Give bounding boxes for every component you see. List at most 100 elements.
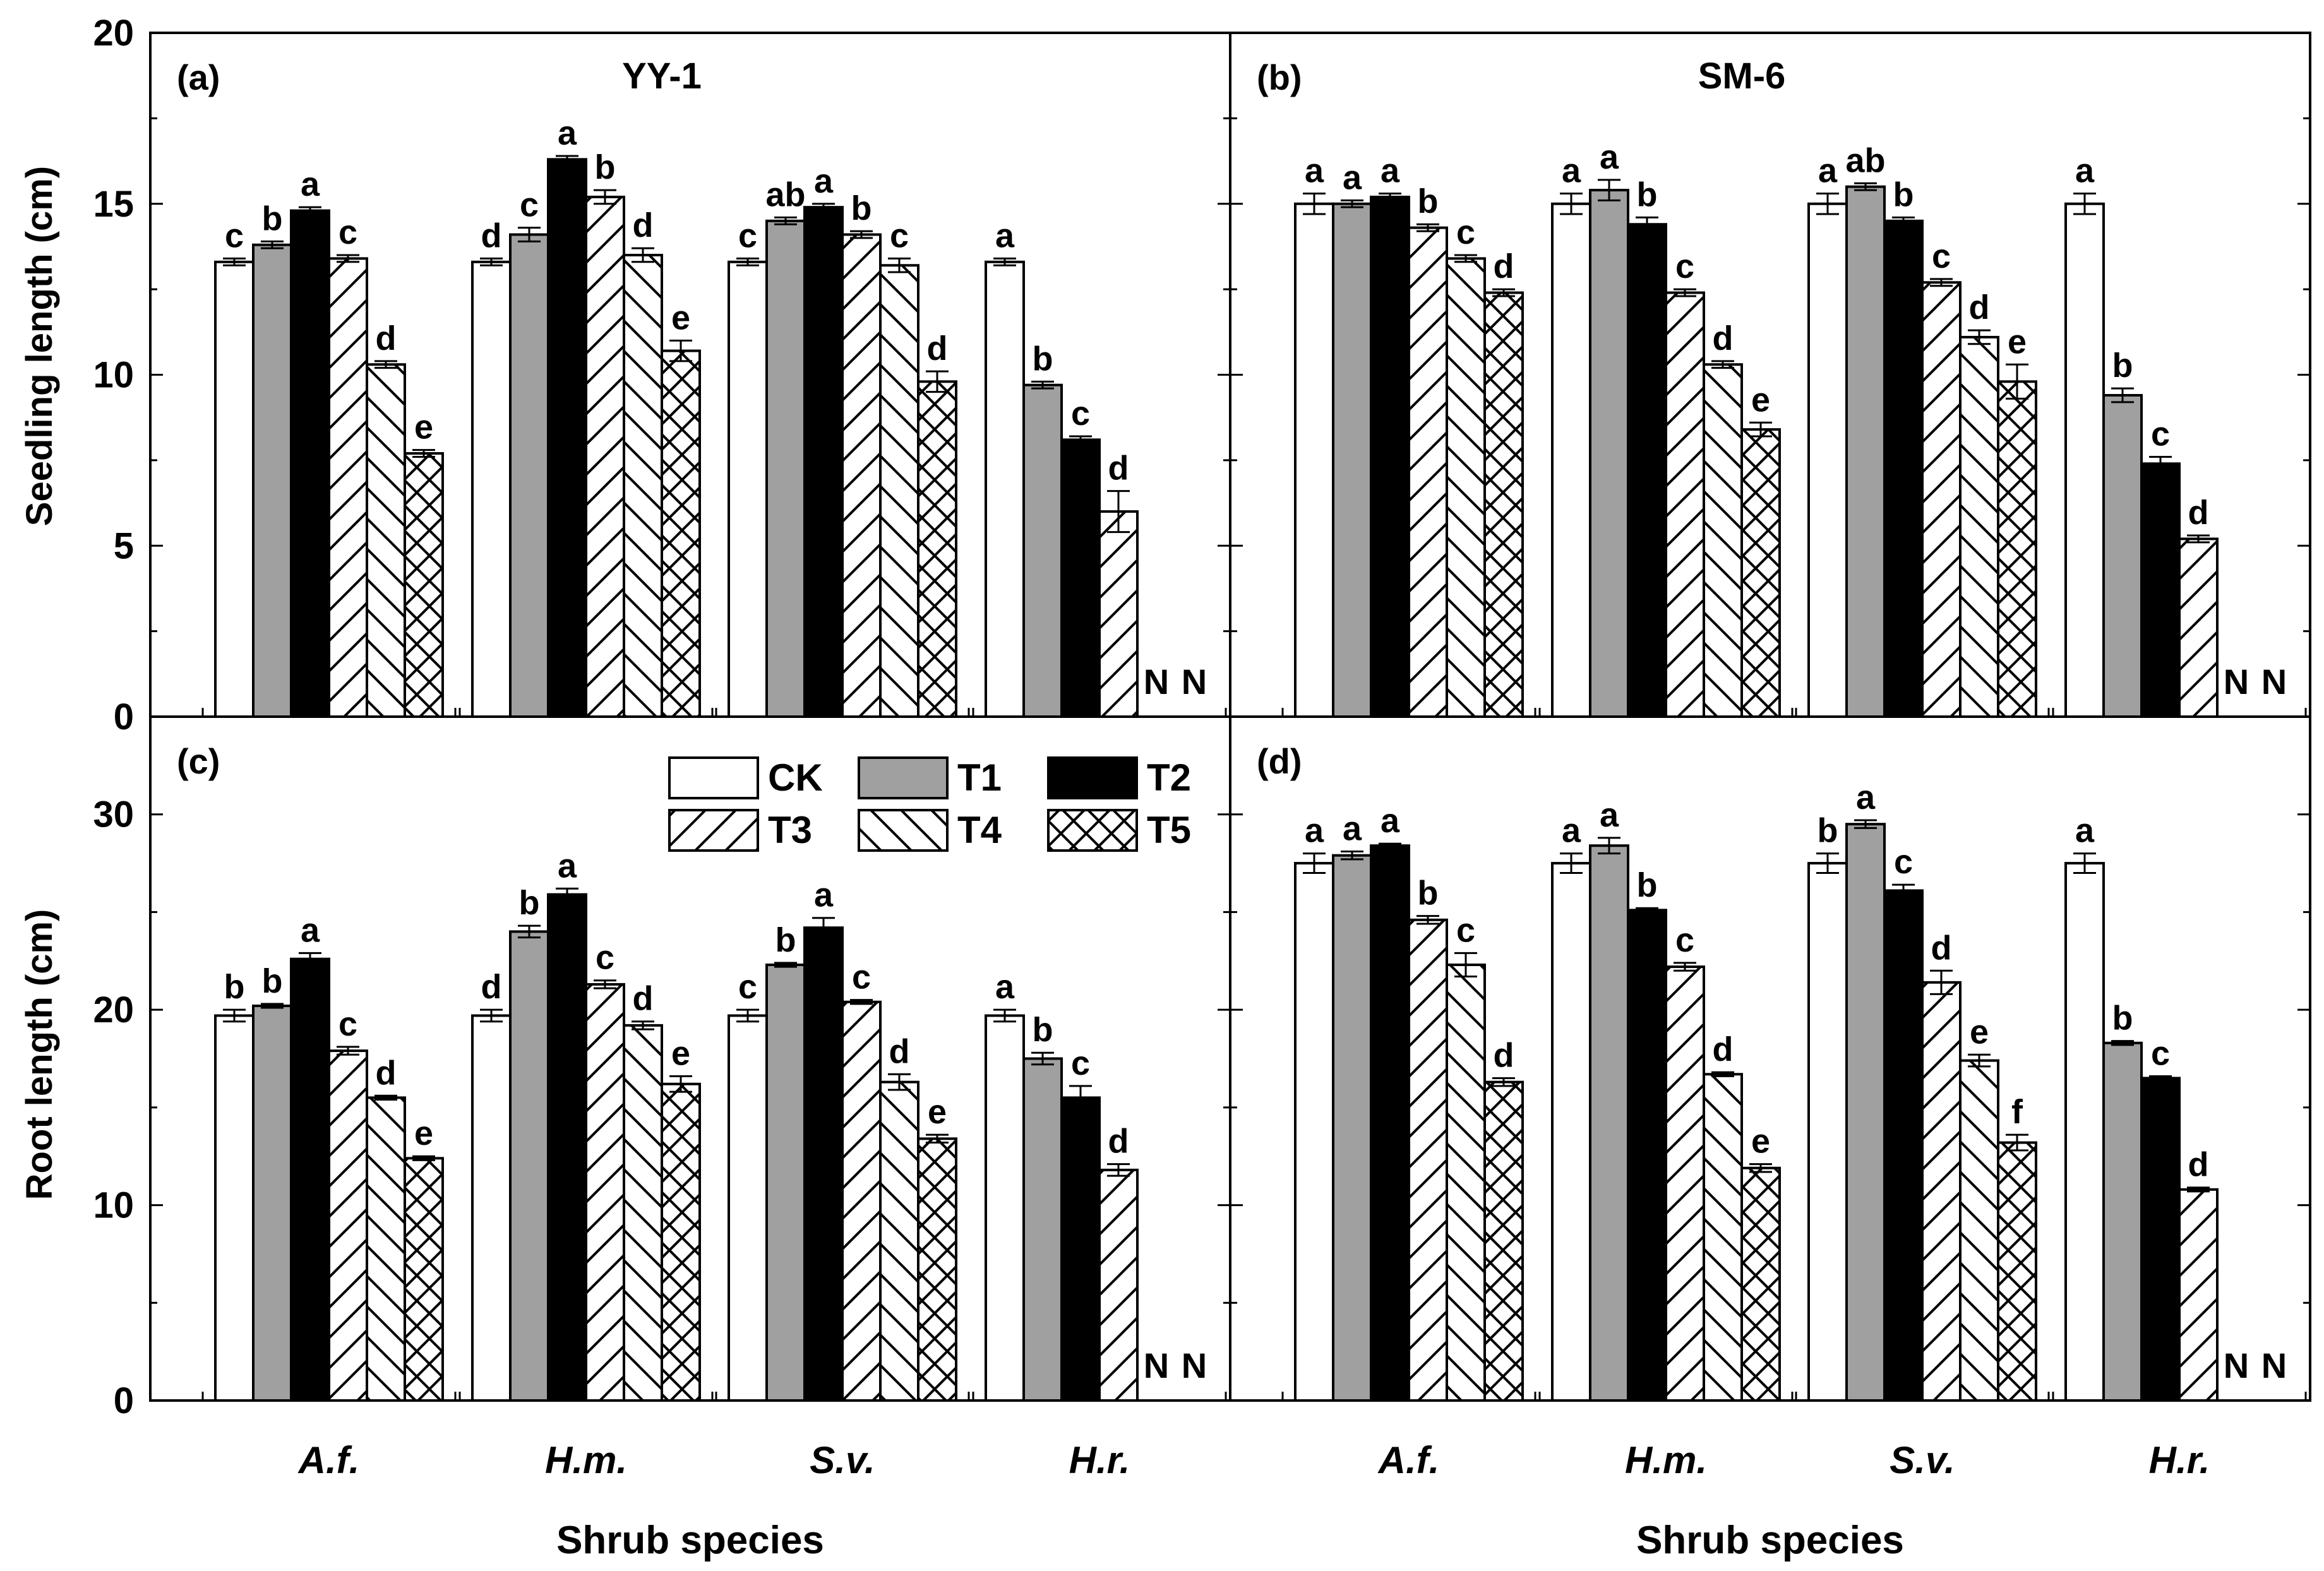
bar-t1 bbox=[2102, 1041, 2143, 1402]
bar-t3 bbox=[1665, 965, 1705, 1402]
bar-ck bbox=[471, 1014, 512, 1402]
bar-ck bbox=[728, 1014, 768, 1402]
significance-letter: b bbox=[224, 968, 245, 1006]
bar-t3 bbox=[1921, 981, 1962, 1402]
bar-t5 bbox=[917, 1137, 957, 1402]
significance-letter: a bbox=[1343, 158, 1362, 196]
bar-t1 bbox=[765, 963, 806, 1402]
significance-letter: d bbox=[481, 217, 502, 254]
bar-t3 bbox=[328, 257, 368, 718]
legend-swatch-t4 bbox=[858, 809, 949, 852]
legend-swatch-ck bbox=[668, 756, 759, 799]
significance-letter: d bbox=[376, 1054, 397, 1092]
bar-t4 bbox=[1446, 963, 1486, 1402]
legend-swatch-t2 bbox=[1047, 756, 1138, 799]
panel-title: YY-1 bbox=[622, 56, 702, 97]
significance-letter: a bbox=[558, 114, 577, 152]
significance-letter: d bbox=[2188, 1146, 2209, 1184]
bar-t1 bbox=[509, 930, 549, 1402]
bar-ck bbox=[2064, 202, 2105, 718]
category-label: A.f. bbox=[1377, 1439, 1440, 1481]
bar-ck bbox=[1807, 202, 1848, 718]
significance-letter: c bbox=[1675, 248, 1694, 285]
significance-letter: e bbox=[414, 1114, 433, 1152]
bar-t3 bbox=[585, 983, 625, 1402]
significance-letter: d bbox=[376, 320, 397, 357]
bar-t1 bbox=[1845, 823, 1886, 1402]
bar-t4 bbox=[1446, 257, 1486, 718]
significance-letter: a bbox=[1343, 810, 1362, 848]
significance-letter: c bbox=[852, 959, 871, 996]
bar-t2 bbox=[803, 926, 844, 1402]
legend-label-t3: T3 bbox=[768, 809, 812, 851]
bar-t3 bbox=[1098, 510, 1139, 718]
bar-t1 bbox=[2102, 393, 2143, 718]
panel-label: (c) bbox=[177, 741, 220, 781]
significance-letter: a bbox=[301, 911, 320, 949]
bar-ck bbox=[985, 260, 1025, 718]
bar-t4 bbox=[879, 1080, 919, 1402]
bar-t1 bbox=[1589, 844, 1629, 1402]
significance-letter: e bbox=[671, 299, 690, 337]
category-label: S.v. bbox=[1890, 1439, 1955, 1481]
significance-letter: b bbox=[1033, 1011, 1053, 1049]
y-tick-label: 10 bbox=[93, 355, 134, 396]
bar-t3 bbox=[585, 195, 625, 719]
panel-title: SM-6 bbox=[1698, 56, 1786, 97]
bar-t3 bbox=[1921, 281, 1962, 719]
significance-letter: c bbox=[890, 217, 909, 254]
significance-letter: c bbox=[338, 213, 357, 251]
bar-t5 bbox=[661, 349, 701, 718]
bar-ck bbox=[1294, 202, 1334, 718]
no-growth-label: N bbox=[2261, 1346, 2287, 1385]
bar-t2 bbox=[2140, 462, 2181, 718]
bar-t2 bbox=[1060, 438, 1101, 718]
significance-letter: c bbox=[1894, 843, 1913, 881]
significance-letter: b bbox=[519, 884, 540, 922]
significance-letter: b bbox=[1033, 340, 1053, 378]
significance-letter: b bbox=[851, 189, 872, 227]
bar-t4 bbox=[623, 1024, 663, 1402]
significance-letter: a bbox=[1600, 796, 1619, 834]
y-axis-title-root: Root length (cm) bbox=[19, 909, 60, 1200]
significance-letter: d bbox=[1108, 450, 1129, 487]
significance-letter: e bbox=[2008, 323, 2027, 361]
bar-t5 bbox=[661, 1082, 701, 1402]
significance-letter: a bbox=[995, 968, 1015, 1006]
bar-t5 bbox=[404, 452, 444, 718]
bar-t5 bbox=[1483, 1080, 1524, 1402]
significance-letter: c bbox=[338, 1005, 357, 1043]
significance-letter: d bbox=[1713, 1030, 1734, 1068]
x-axis-title-left: Shrub species bbox=[556, 1519, 824, 1562]
x-axis-title-right: Shrub species bbox=[1636, 1519, 1904, 1562]
bar-t5 bbox=[1997, 1141, 2037, 1402]
significance-letter: c bbox=[1675, 921, 1694, 959]
bar-t4 bbox=[1959, 335, 1999, 718]
legend-label-t1: T1 bbox=[957, 756, 1002, 799]
significance-letter: c bbox=[1071, 1044, 1090, 1082]
y-tick-label: 0 bbox=[114, 696, 134, 738]
legend-swatch-t3 bbox=[668, 809, 759, 852]
bar-t2 bbox=[1883, 889, 1924, 1402]
no-growth-label: N bbox=[2224, 1346, 2249, 1385]
significance-letter: a bbox=[814, 876, 834, 914]
significance-letter: b bbox=[1818, 812, 1838, 850]
significance-letter: c bbox=[596, 939, 614, 977]
bar-t2 bbox=[1370, 195, 1410, 719]
significance-letter: d bbox=[927, 330, 948, 367]
significance-letter: a bbox=[558, 847, 577, 885]
significance-letter: d bbox=[1931, 929, 1952, 967]
bar-ck bbox=[1551, 202, 1591, 718]
bar-t3 bbox=[1408, 918, 1448, 1402]
bar-t2 bbox=[1370, 844, 1410, 1402]
legend-label-t5: T5 bbox=[1147, 809, 1191, 851]
significance-letter: e bbox=[1751, 381, 1770, 419]
bar-t4 bbox=[366, 363, 406, 718]
significance-letter: a bbox=[1562, 812, 1581, 850]
legend: CK T1 T2 T3 T4 T5 bbox=[668, 756, 1191, 852]
significance-letter: d bbox=[1969, 289, 1990, 326]
significance-letter: e bbox=[1751, 1123, 1770, 1161]
significance-letter: b bbox=[262, 962, 283, 1000]
bar-t2 bbox=[1883, 219, 1924, 718]
